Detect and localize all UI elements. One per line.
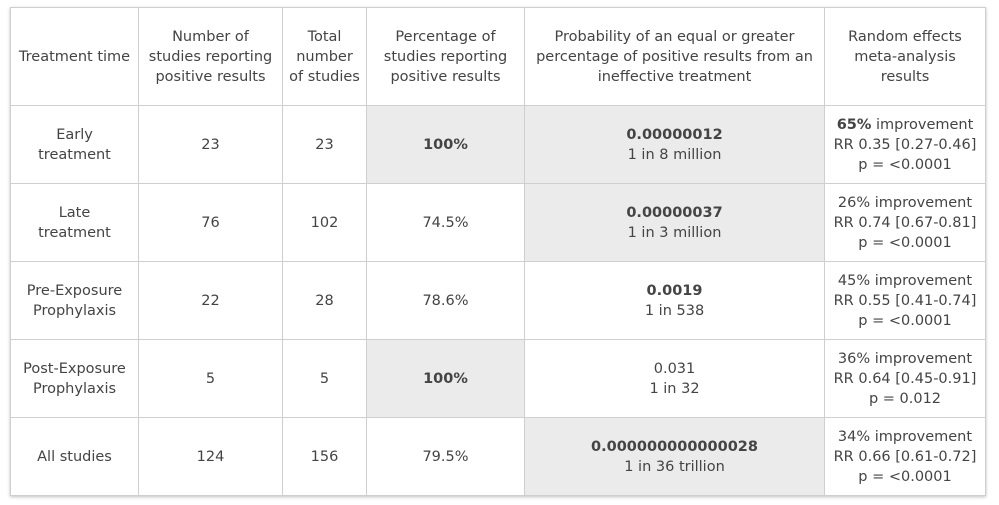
improvement-word: improvement <box>874 272 973 289</box>
treatment-line: All studies <box>37 448 112 465</box>
probability-cell: 0.00000012 1 in 8 million <box>524 105 825 184</box>
improvement-word: improvement <box>876 116 974 133</box>
probability-value: 0.00000012 <box>626 126 723 143</box>
treatment-line: Prophylaxis <box>32 302 117 319</box>
meta-analysis-cell: 45% improvement RR 0.55 [0.41-0.74] p = <0… <box>824 261 986 340</box>
percentage-cell: 78.6% <box>366 261 525 340</box>
improvement-percent: 26% <box>837 194 871 211</box>
rr-line: RR 0.35 [0.27-0.46] <box>833 136 977 153</box>
probability-cell: 0.0019 1 in 538 <box>524 261 825 340</box>
treatment-line: Pre-Exposure <box>26 282 123 299</box>
improvement-percent: 65% <box>836 116 872 133</box>
header-cell: Probability of an equal or greater perce… <box>524 7 825 106</box>
header-cell: Treatment time <box>10 7 139 106</box>
probability-value: 0.000000000000028 <box>591 438 758 455</box>
improvement-line: 36% improvement <box>831 349 979 369</box>
probability-value: 0.031 <box>653 360 696 377</box>
positive-cell: 5 <box>138 339 283 418</box>
percentage-cell: 79.5% <box>366 417 525 496</box>
probability-value: 0.0019 <box>646 282 703 299</box>
p-line: p = 0.012 <box>868 390 942 407</box>
improvement-line: 26% improvement <box>831 193 979 213</box>
percentage-cell: 100% <box>366 105 525 184</box>
table-row: Post-Exposure Prophylaxis 5 5 100% 0.031 1 in … <box>10 339 986 418</box>
treatment-cell: Early treatment <box>10 105 139 184</box>
treatment-line: Prophylaxis <box>32 380 117 397</box>
p-line: p = <0.0001 <box>858 156 952 173</box>
treatment-cell: All studies <box>10 417 139 496</box>
improvement-percent: 45% <box>837 272 871 289</box>
treatment-line: Post-Exposure <box>23 360 126 377</box>
probability-cell: 0.000000000000028 1 in 36 trillion <box>524 417 825 496</box>
total-cell: 28 <box>282 261 367 340</box>
p-line: p = <0.0001 <box>858 234 952 251</box>
table-row: Early treatment 23 23 100% 0.00000012 1 in 8 m… <box>10 105 986 184</box>
meta-analysis-cell: 34% improvement RR 0.66 [0.61-0.72] p = <0… <box>824 417 986 496</box>
results-table: Treatment time Number of studies reportin… <box>10 7 986 496</box>
improvement-line: 34% improvement <box>831 427 979 447</box>
rr-line: RR 0.55 [0.41-0.74] <box>833 292 977 309</box>
improvement-word: improvement <box>874 428 973 445</box>
rr-line: RR 0.64 [0.45-0.91] <box>833 370 977 387</box>
improvement-line: 65% improvement <box>831 115 979 135</box>
total-cell: 5 <box>282 339 367 418</box>
odds-text: 1 in 8 million <box>627 146 722 163</box>
treatment-cell: Pre-Exposure Prophylaxis <box>10 261 139 340</box>
positive-cell: 23 <box>138 105 283 184</box>
treatment-cell: Post-Exposure Prophylaxis <box>10 339 139 418</box>
total-cell: 156 <box>282 417 367 496</box>
header-cell: Number of studies reporting positive res… <box>138 7 283 106</box>
treatment-line: treatment <box>38 224 111 241</box>
probability-cell: 0.031 1 in 32 <box>524 339 825 418</box>
rr-line: RR 0.74 [0.67-0.81] <box>833 214 977 231</box>
table-row: Late treatment 76 102 74.5% 0.00000037 1 in 3 … <box>10 183 986 262</box>
probability-cell: 0.00000037 1 in 3 million <box>524 183 825 262</box>
meta-analysis-cell: 26% improvement RR 0.74 [0.67-0.81] p = <0… <box>824 183 986 262</box>
table-body: Early treatment 23 23 100% 0.00000012 1 in 8 m… <box>10 105 986 496</box>
positive-cell: 124 <box>138 417 283 496</box>
table-row: Pre-Exposure Prophylaxis 22 28 78.6% 0.0019 1 … <box>10 261 986 340</box>
percentage-cell: 74.5% <box>366 183 525 262</box>
rr-line: RR 0.66 [0.61-0.72] <box>833 448 977 465</box>
meta-analysis-cell: 65% improvement RR 0.35 [0.27-0.46] p = <0… <box>824 105 986 184</box>
odds-text: 1 in 3 million <box>627 224 722 241</box>
treatment-line: Late <box>58 204 91 221</box>
improvement-percent: 34% <box>837 428 871 445</box>
odds-text: 1 in 538 <box>644 302 705 319</box>
percentage-cell: 100% <box>366 339 525 418</box>
total-cell: 23 <box>282 105 367 184</box>
treatment-line: Early <box>56 126 93 143</box>
improvement-word: improvement <box>874 350 973 367</box>
improvement-word: improvement <box>874 194 973 211</box>
header-cell: Percentage of studies reporting positive… <box>366 7 525 106</box>
odds-text: 1 in 32 <box>649 380 700 397</box>
improvement-percent: 36% <box>837 350 871 367</box>
treatment-line: treatment <box>38 146 111 163</box>
meta-analysis-cell: 36% improvement RR 0.64 [0.45-0.91] p = 0.… <box>824 339 986 418</box>
odds-text: 1 in 36 trillion <box>624 458 725 475</box>
improvement-line: 45% improvement <box>831 271 979 291</box>
total-cell: 102 <box>282 183 367 262</box>
treatment-cell: Late treatment <box>10 183 139 262</box>
table-row: All studies 124 156 79.5% 0.000000000000028 1… <box>10 417 986 496</box>
probability-value: 0.00000037 <box>626 204 723 221</box>
positive-cell: 22 <box>138 261 283 340</box>
header-row: Treatment time Number of studies reportin… <box>10 7 986 106</box>
p-line: p = <0.0001 <box>858 312 952 329</box>
header-cell: Total number of studies <box>282 7 367 106</box>
header-cell: Random effects meta-analysis results <box>824 7 986 106</box>
positive-cell: 76 <box>138 183 283 262</box>
p-line: p = <0.0001 <box>858 468 952 485</box>
